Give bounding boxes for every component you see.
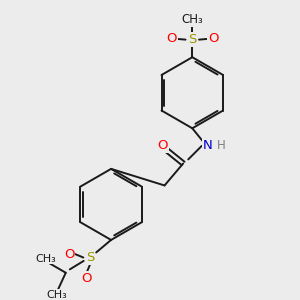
Text: CH₃: CH₃	[46, 290, 67, 300]
Text: N: N	[202, 140, 212, 152]
Text: CH₃: CH₃	[182, 13, 203, 26]
Text: O: O	[166, 32, 177, 45]
Text: S: S	[188, 33, 196, 46]
Text: H: H	[217, 139, 225, 152]
Text: O: O	[64, 248, 74, 261]
Text: S: S	[86, 251, 94, 264]
Text: O: O	[82, 272, 92, 285]
Text: O: O	[208, 32, 218, 45]
Text: O: O	[158, 140, 168, 152]
Text: CH₃: CH₃	[35, 254, 56, 263]
